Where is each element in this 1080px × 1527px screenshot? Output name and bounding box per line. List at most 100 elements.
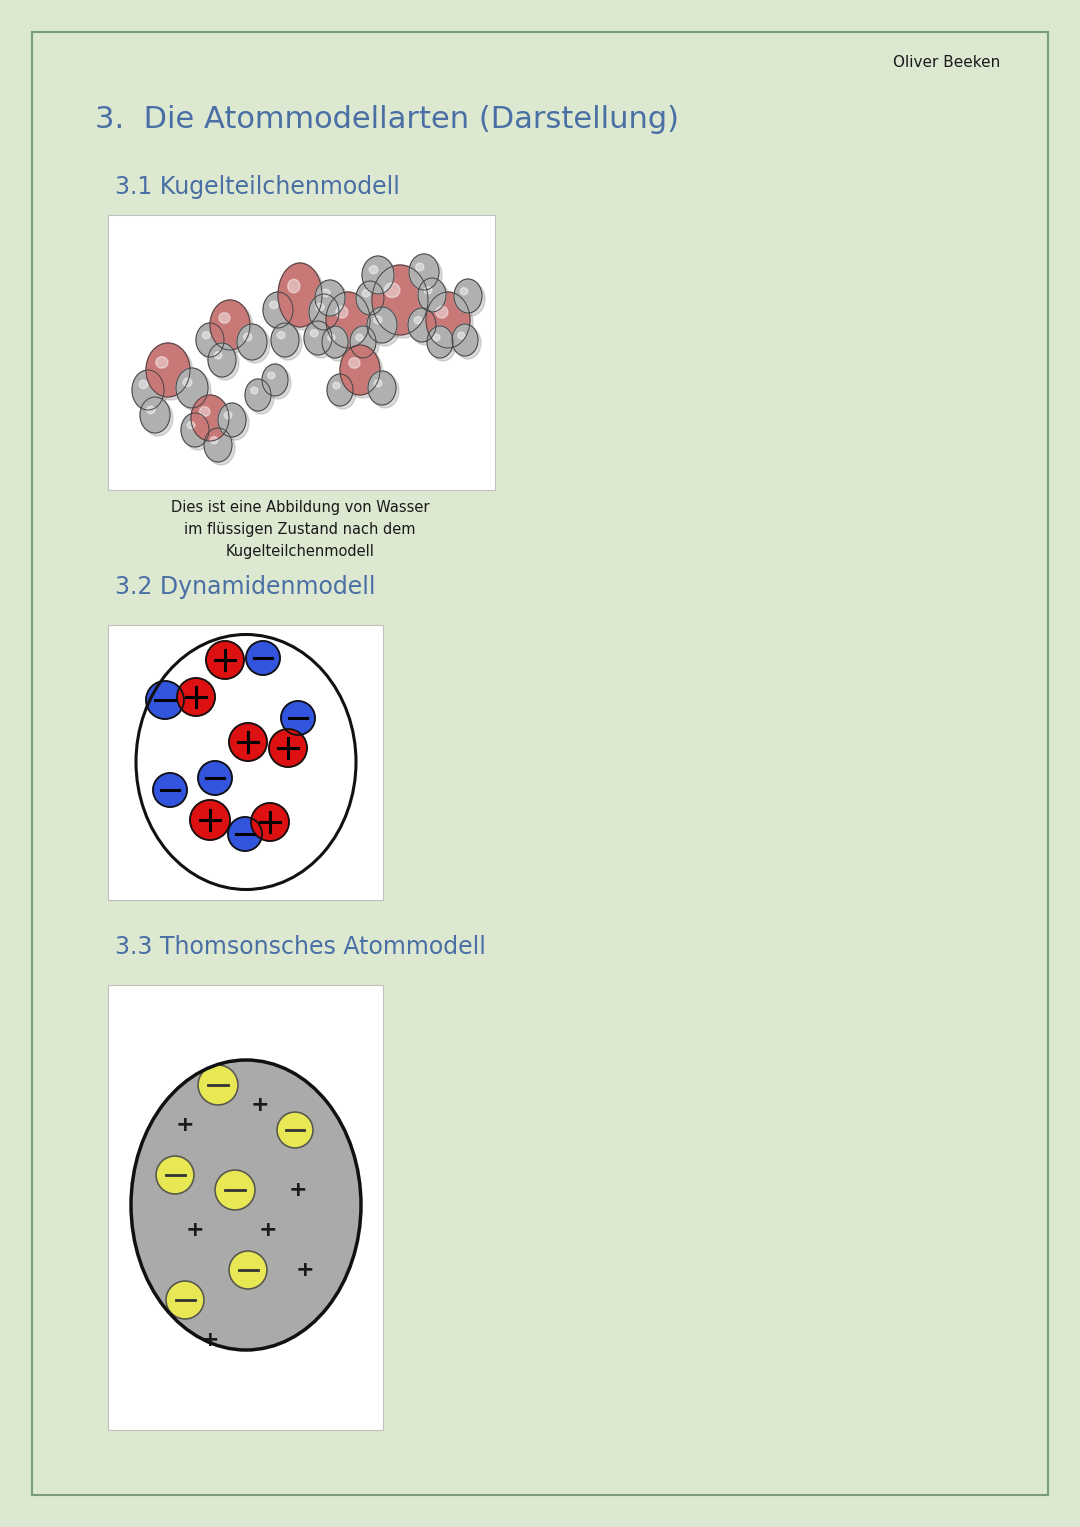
- Ellipse shape: [184, 415, 212, 450]
- Circle shape: [281, 701, 315, 734]
- Ellipse shape: [149, 347, 193, 400]
- Ellipse shape: [327, 374, 353, 406]
- Ellipse shape: [309, 295, 339, 330]
- Ellipse shape: [146, 344, 190, 397]
- Circle shape: [153, 773, 187, 806]
- Bar: [108, 215, 495, 490]
- Ellipse shape: [365, 260, 397, 296]
- Circle shape: [206, 641, 244, 680]
- Ellipse shape: [369, 266, 378, 273]
- Text: +: +: [176, 1115, 194, 1135]
- Ellipse shape: [458, 333, 464, 339]
- Ellipse shape: [218, 403, 246, 437]
- Ellipse shape: [181, 412, 210, 447]
- Ellipse shape: [264, 292, 293, 328]
- Circle shape: [177, 678, 215, 716]
- Ellipse shape: [453, 324, 478, 356]
- Ellipse shape: [204, 428, 232, 463]
- Ellipse shape: [240, 327, 270, 363]
- Ellipse shape: [248, 382, 274, 414]
- Ellipse shape: [278, 331, 285, 339]
- Text: Dies ist eine Abbildung von Wasser
im flüssigen Zustand nach dem
Kugelteilchenmo: Dies ist eine Abbildung von Wasser im fl…: [171, 499, 429, 559]
- Ellipse shape: [415, 316, 422, 324]
- Text: +: +: [288, 1180, 308, 1200]
- Text: +: +: [201, 1330, 219, 1350]
- Ellipse shape: [330, 377, 356, 409]
- Ellipse shape: [343, 348, 383, 399]
- Ellipse shape: [237, 324, 267, 360]
- Circle shape: [215, 1170, 255, 1209]
- Ellipse shape: [362, 290, 370, 296]
- Circle shape: [269, 728, 307, 767]
- Ellipse shape: [372, 374, 399, 408]
- Ellipse shape: [409, 253, 438, 290]
- Ellipse shape: [315, 279, 345, 316]
- Circle shape: [198, 760, 232, 796]
- Ellipse shape: [213, 302, 253, 353]
- Bar: [108, 985, 383, 1429]
- Ellipse shape: [262, 363, 288, 395]
- Ellipse shape: [411, 312, 438, 345]
- Ellipse shape: [350, 325, 376, 357]
- Circle shape: [246, 641, 280, 675]
- Ellipse shape: [211, 347, 239, 380]
- Ellipse shape: [368, 371, 396, 405]
- Ellipse shape: [367, 307, 397, 344]
- Text: +: +: [251, 1095, 269, 1115]
- Ellipse shape: [131, 1060, 361, 1350]
- Ellipse shape: [211, 437, 218, 444]
- Ellipse shape: [281, 266, 325, 330]
- Ellipse shape: [424, 287, 432, 293]
- Ellipse shape: [191, 395, 229, 441]
- Ellipse shape: [176, 368, 208, 408]
- Circle shape: [146, 681, 184, 719]
- Circle shape: [229, 1251, 267, 1289]
- Ellipse shape: [421, 281, 449, 315]
- Ellipse shape: [221, 406, 249, 440]
- Ellipse shape: [135, 373, 167, 412]
- Ellipse shape: [436, 307, 448, 318]
- Ellipse shape: [156, 357, 167, 368]
- Circle shape: [190, 800, 230, 840]
- Ellipse shape: [251, 388, 258, 394]
- Ellipse shape: [195, 324, 224, 357]
- Ellipse shape: [454, 279, 482, 313]
- Ellipse shape: [136, 635, 356, 890]
- Ellipse shape: [460, 287, 468, 295]
- Ellipse shape: [429, 295, 473, 351]
- Ellipse shape: [426, 292, 470, 348]
- Ellipse shape: [202, 331, 210, 339]
- Ellipse shape: [307, 324, 335, 357]
- Ellipse shape: [362, 257, 394, 295]
- Ellipse shape: [427, 325, 453, 357]
- Ellipse shape: [359, 284, 387, 318]
- Ellipse shape: [219, 313, 230, 324]
- Ellipse shape: [370, 310, 400, 347]
- Ellipse shape: [200, 406, 210, 417]
- Ellipse shape: [147, 406, 154, 414]
- Text: +: +: [296, 1260, 314, 1280]
- Ellipse shape: [329, 295, 373, 351]
- Ellipse shape: [184, 379, 192, 386]
- Ellipse shape: [375, 269, 431, 337]
- Ellipse shape: [356, 281, 384, 315]
- Ellipse shape: [384, 282, 400, 298]
- Ellipse shape: [310, 330, 318, 337]
- Text: Oliver Beeken: Oliver Beeken: [893, 55, 1000, 70]
- Text: 3.1 Kugelteilchenmodell: 3.1 Kugelteilchenmodell: [114, 176, 400, 199]
- Ellipse shape: [457, 282, 485, 316]
- Ellipse shape: [322, 289, 329, 296]
- Circle shape: [166, 1281, 204, 1319]
- Ellipse shape: [208, 344, 237, 377]
- Ellipse shape: [355, 334, 363, 341]
- Ellipse shape: [374, 316, 382, 324]
- Ellipse shape: [132, 370, 164, 411]
- Ellipse shape: [187, 421, 194, 429]
- Ellipse shape: [210, 299, 249, 350]
- Circle shape: [156, 1156, 194, 1194]
- Ellipse shape: [328, 334, 335, 341]
- Ellipse shape: [325, 328, 351, 360]
- Ellipse shape: [199, 325, 227, 360]
- Circle shape: [198, 1064, 238, 1106]
- Ellipse shape: [179, 371, 211, 411]
